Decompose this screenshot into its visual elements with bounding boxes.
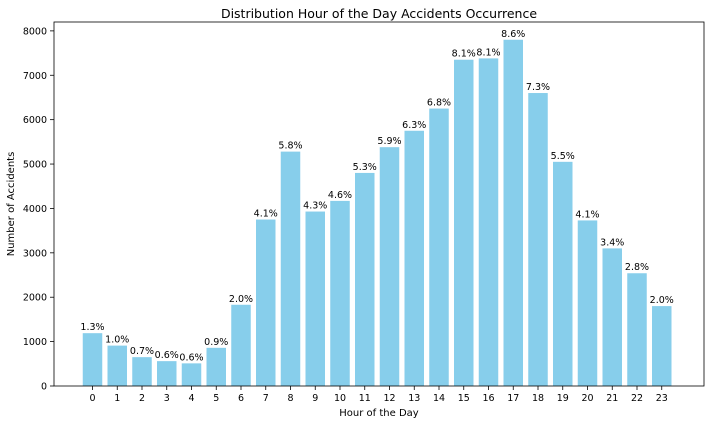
bar-hour-4 [181, 363, 202, 386]
x-axis-label: Hour of the Day [339, 408, 419, 419]
bar-hour-13 [404, 130, 424, 386]
y-tick-label: 0 [41, 382, 47, 393]
bar-hour-5 [206, 347, 226, 386]
x-tick-label: 22 [631, 393, 643, 404]
x-tick-label: 12 [383, 393, 395, 404]
bar-value-label: 2.0% [650, 295, 674, 306]
x-tick-label: 17 [507, 393, 519, 404]
bar-hour-14 [429, 108, 449, 386]
bar-value-label: 4.1% [575, 209, 599, 220]
x-axis: 0 1 2 3 4 5 6 7 8 9 10 11 12 13 14 15 16 17 18 19 20 21 22 23 [89, 386, 668, 404]
chart-title: Distribution Hour of the Day Accidents O… [221, 6, 537, 21]
bar-hour-11 [355, 172, 375, 386]
bar-value-label: 0.6% [179, 352, 203, 363]
bar-hour-21 [602, 248, 622, 386]
bar-hour-1 [107, 345, 127, 386]
x-tick-label: 13 [408, 393, 420, 404]
bar-value-label: 0.6% [155, 350, 179, 361]
bar-value-label: 0.9% [204, 337, 228, 348]
y-tick-label: 3000 [23, 248, 47, 259]
x-tick-label: 21 [606, 393, 618, 404]
x-tick-label: 15 [458, 393, 470, 404]
bar-hour-23 [652, 306, 672, 386]
x-tick-label: 18 [532, 393, 544, 404]
y-tick-label: 5000 [23, 160, 47, 171]
x-tick-label: 10 [334, 393, 346, 404]
x-tick-label: 9 [312, 393, 318, 404]
bar-value-label: 5.9% [377, 136, 401, 147]
x-tick-label: 8 [287, 393, 293, 404]
x-tick-label: 3 [164, 393, 170, 404]
x-tick-label: 2 [139, 393, 145, 404]
bar-value-label: 0.7% [130, 346, 154, 357]
bar-hour-16 [478, 58, 499, 387]
bar-hour-19 [553, 161, 573, 386]
bar-value-label: 8.6% [501, 29, 525, 40]
bar-value-label: 4.6% [328, 190, 352, 201]
bar-hour-8 [280, 151, 301, 386]
bar-value-label: 5.3% [353, 162, 377, 173]
bar-hour-15 [454, 59, 474, 386]
x-tick-label: 7 [263, 393, 269, 404]
bar-value-label: 6.3% [402, 120, 426, 131]
bar-value-label: 8.1% [452, 49, 476, 60]
bar-hour-10 [330, 200, 350, 386]
bar-value-label: 1.0% [105, 335, 129, 346]
bar-hour-12 [379, 147, 400, 386]
bar-value-label: 4.1% [254, 209, 278, 220]
bar-hour-7 [256, 219, 276, 386]
bar-value-label: 6.8% [427, 98, 451, 109]
y-tick-label: 1000 [23, 337, 47, 348]
y-tick-label: 4000 [23, 204, 47, 215]
bar-hour-2 [132, 357, 152, 386]
x-tick-label: 1 [114, 393, 120, 404]
x-tick-label: 4 [188, 393, 194, 404]
bar-hour-0 [82, 333, 103, 386]
bar-hour-18 [528, 93, 548, 387]
bar-value-label: 3.4% [600, 237, 624, 248]
x-tick-label: 11 [359, 393, 371, 404]
bar-labels-layer: 1.3%1.0%0.7% 0.6% 0.6%0.9%2.0%4.1%5.8%4.3%… [80, 29, 673, 364]
plot-frame [53, 21, 705, 387]
bar-hour-6 [231, 304, 251, 386]
bar-value-label: 5.5% [551, 151, 575, 162]
x-tick-label: 5 [213, 393, 219, 404]
x-tick-label: 14 [433, 393, 445, 404]
x-tick-label: 19 [557, 393, 569, 404]
bar-hour-3 [157, 361, 177, 386]
bar-value-label: 8.1% [476, 47, 500, 58]
y-tick-label: 2000 [23, 293, 47, 304]
x-tick-label: 20 [581, 393, 593, 404]
bar-value-label: 7.3% [526, 82, 550, 93]
y-tick-label: 6000 [23, 115, 47, 126]
y-tick-label: 7000 [23, 71, 47, 82]
bar-value-label: 2.8% [625, 262, 649, 273]
bar-value-label: 5.8% [278, 141, 302, 152]
y-axis: 0 1000 2000 3000 4000 5000 6000 7000 8000 [23, 26, 54, 393]
y-axis-label: Number of Accidents [6, 152, 17, 257]
bar-value-label: 1.3% [80, 322, 104, 333]
bar-value-label: 4.3% [303, 201, 327, 212]
bar-value-label: 2.0% [229, 294, 253, 305]
bar-hour-22 [627, 273, 647, 386]
bar-hour-17 [503, 39, 523, 386]
bar-hour-9 [305, 211, 325, 386]
x-tick-label: 0 [89, 393, 95, 404]
x-tick-label: 23 [656, 393, 668, 404]
y-tick-label: 8000 [23, 26, 47, 37]
bars-layer [82, 39, 672, 387]
bar-hour-20 [577, 220, 598, 386]
x-tick-label: 6 [238, 393, 244, 404]
x-tick-label: 16 [482, 393, 494, 404]
